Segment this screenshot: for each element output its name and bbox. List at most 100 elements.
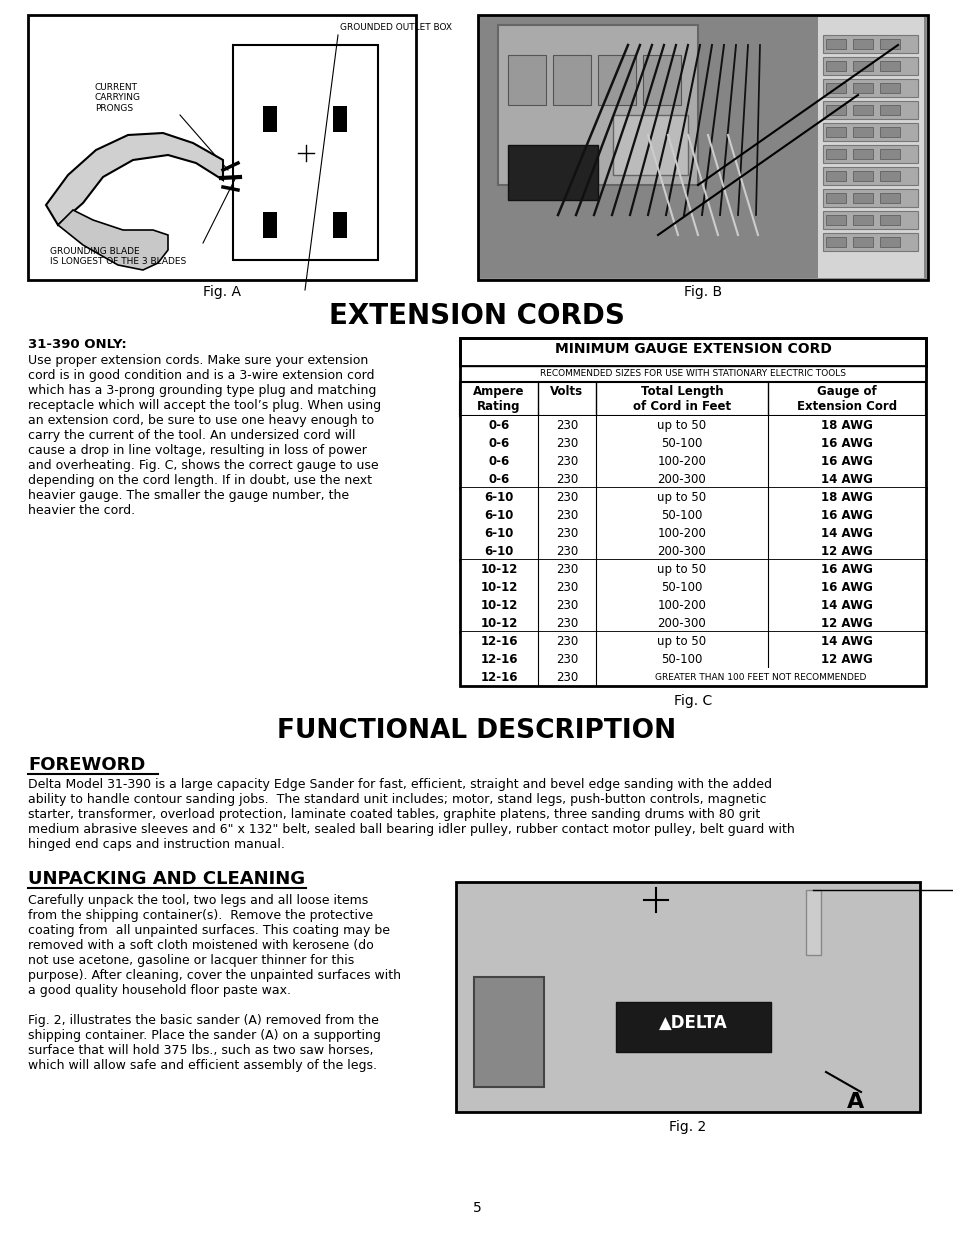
Bar: [822, 144, 917, 163]
Text: 50-100: 50-100: [660, 437, 702, 450]
Text: 6-10: 6-10: [484, 492, 513, 504]
Bar: [459, 559, 925, 578]
Text: 18 AWG: 18 AWG: [821, 419, 872, 432]
Circle shape: [294, 67, 315, 89]
Bar: [459, 433, 925, 452]
Text: 16 AWG: 16 AWG: [821, 454, 872, 468]
Bar: [825, 61, 845, 70]
Bar: [852, 127, 872, 137]
Text: 230: 230: [556, 454, 578, 468]
Bar: [459, 632, 925, 650]
Text: 14 AWG: 14 AWG: [821, 527, 872, 540]
Text: Carefully unpack the tool, two legs and all loose items
from the shipping contai: Carefully unpack the tool, two legs and …: [28, 894, 400, 1072]
Bar: [507, 144, 598, 200]
Bar: [817, 17, 923, 278]
Bar: [459, 382, 925, 416]
Bar: [879, 215, 899, 225]
Bar: [852, 61, 872, 70]
Bar: [879, 40, 899, 49]
Text: 0-6: 0-6: [488, 473, 509, 487]
Bar: [825, 193, 845, 203]
Bar: [879, 105, 899, 115]
Bar: [825, 83, 845, 93]
Bar: [825, 105, 845, 115]
Bar: [474, 977, 543, 1087]
Text: Ampere
Rating: Ampere Rating: [473, 385, 524, 412]
Text: MINIMUM GAUGE EXTENSION CORD: MINIMUM GAUGE EXTENSION CORD: [554, 342, 831, 356]
Text: A: A: [846, 1092, 863, 1112]
Text: FOREWORD: FOREWORD: [28, 756, 145, 774]
Bar: [459, 650, 925, 668]
Bar: [459, 597, 925, 614]
Text: GREATER THAN 100 FEET NOT RECOMMENDED: GREATER THAN 100 FEET NOT RECOMMENDED: [655, 673, 865, 682]
Text: 10-12: 10-12: [479, 599, 517, 613]
Bar: [459, 506, 925, 524]
Text: 31-390 ONLY:: 31-390 ONLY:: [28, 338, 127, 351]
Text: 18 AWG: 18 AWG: [821, 492, 872, 504]
Text: 230: 230: [556, 492, 578, 504]
Bar: [233, 44, 377, 261]
Text: Total Length
of Cord in Feet: Total Length of Cord in Feet: [632, 385, 730, 412]
Bar: [852, 149, 872, 159]
Text: 230: 230: [556, 618, 578, 630]
Bar: [822, 167, 917, 185]
Text: 14 AWG: 14 AWG: [821, 635, 872, 648]
Bar: [507, 56, 545, 105]
Bar: [263, 106, 276, 132]
Text: 230: 230: [556, 419, 578, 432]
Bar: [459, 416, 925, 433]
Text: Gauge of
Extension Cord: Gauge of Extension Cord: [796, 385, 896, 412]
Bar: [456, 882, 919, 1112]
Text: 16 AWG: 16 AWG: [821, 580, 872, 594]
Bar: [477, 15, 927, 280]
Polygon shape: [46, 133, 223, 225]
Text: 10-12: 10-12: [479, 618, 517, 630]
Text: Fig. B: Fig. B: [683, 285, 721, 299]
Bar: [28, 15, 416, 280]
Bar: [333, 106, 347, 132]
Text: 230: 230: [556, 635, 578, 648]
Text: up to 50: up to 50: [657, 635, 706, 648]
Text: 50-100: 50-100: [660, 653, 702, 666]
Text: 6-10: 6-10: [484, 545, 513, 558]
Bar: [822, 35, 917, 53]
FancyBboxPatch shape: [239, 54, 371, 154]
Bar: [459, 366, 925, 382]
Bar: [459, 338, 925, 366]
Text: 50-100: 50-100: [660, 580, 702, 594]
Text: 10-12: 10-12: [479, 580, 517, 594]
Text: FUNCTIONAL DESCRIPTION: FUNCTIONAL DESCRIPTION: [277, 718, 676, 743]
Text: RECOMMENDED SIZES FOR USE WITH STATIONARY ELECTRIC TOOLS: RECOMMENDED SIZES FOR USE WITH STATIONAR…: [539, 369, 845, 378]
Bar: [805, 890, 821, 955]
Bar: [479, 17, 925, 278]
FancyBboxPatch shape: [239, 154, 371, 254]
Bar: [333, 212, 347, 238]
Bar: [879, 170, 899, 182]
Polygon shape: [476, 932, 910, 982]
Text: 5: 5: [472, 1200, 481, 1215]
Text: 200-300: 200-300: [657, 618, 705, 630]
Bar: [825, 149, 845, 159]
Text: 230: 230: [556, 509, 578, 522]
Text: 230: 230: [556, 580, 578, 594]
Text: 0-6: 0-6: [488, 454, 509, 468]
Bar: [459, 578, 925, 597]
Text: Fig. C: Fig. C: [673, 694, 711, 708]
Bar: [459, 471, 925, 488]
Text: 230: 230: [556, 545, 578, 558]
Bar: [459, 488, 925, 506]
Bar: [852, 170, 872, 182]
Text: 230: 230: [556, 527, 578, 540]
Text: Fig. A: Fig. A: [203, 285, 241, 299]
Bar: [825, 237, 845, 247]
Text: 6-10: 6-10: [484, 527, 513, 540]
Text: 12-16: 12-16: [479, 635, 517, 648]
Bar: [879, 193, 899, 203]
Text: 0-6: 0-6: [488, 437, 509, 450]
Text: ▲DELTA: ▲DELTA: [658, 1014, 726, 1032]
Text: UNPACKING AND CLEANING: UNPACKING AND CLEANING: [28, 869, 305, 888]
Text: 100-200: 100-200: [657, 527, 706, 540]
Text: 230: 230: [556, 437, 578, 450]
Bar: [822, 233, 917, 251]
Bar: [879, 149, 899, 159]
